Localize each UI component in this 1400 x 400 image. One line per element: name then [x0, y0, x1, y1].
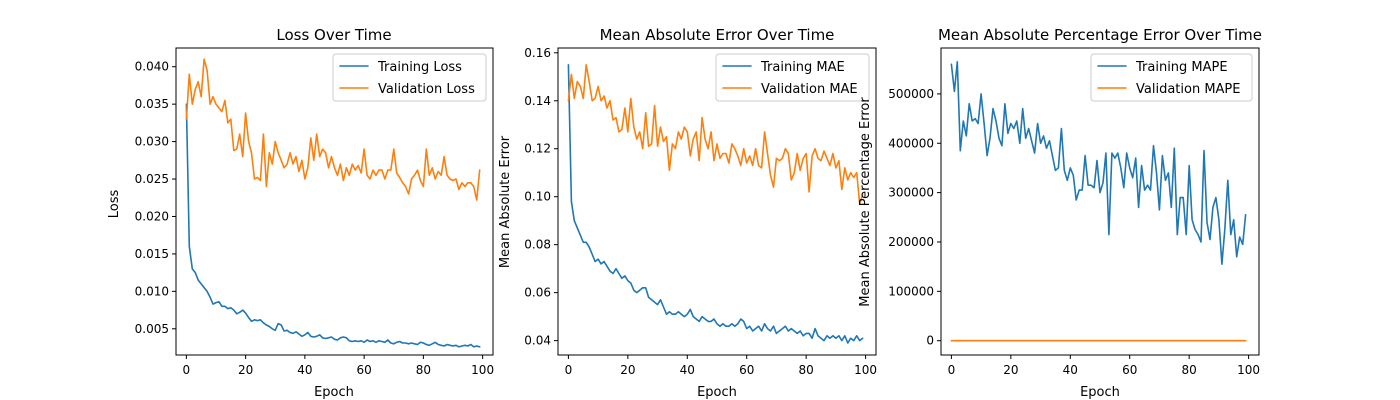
- y-tick-label: 0.06: [524, 286, 551, 300]
- x-tick-label: 80: [416, 363, 431, 377]
- y-tick-label: 0.14: [524, 94, 551, 108]
- y-tick-label: 0.030: [135, 135, 169, 149]
- x-tick-label: 0: [565, 363, 573, 377]
- x-tick-label: 60: [356, 363, 371, 377]
- x-tick-label: 20: [620, 363, 635, 377]
- x-axis-label: Epoch: [697, 385, 737, 400]
- x-tick-label: 0: [948, 363, 956, 377]
- x-tick-label: 40: [1063, 363, 1078, 377]
- x-tick-label: 20: [1003, 363, 1018, 377]
- x-tick-label: 40: [297, 363, 312, 377]
- legend-entry-training-mae: Training MAE: [760, 60, 845, 75]
- series-line-validation-mae: [567, 64, 864, 205]
- legend-entry-training-loss: Training Loss: [377, 60, 462, 75]
- chart-panel-mape: Mean Absolute Percentage Error Over Time…: [858, 26, 1262, 400]
- y-tick-label: 100000: [888, 284, 934, 298]
- y-tick-label: 0.015: [135, 247, 169, 261]
- chart-title: Loss Over Time: [276, 26, 391, 44]
- chart-title: Mean Absolute Error Over Time: [600, 26, 835, 44]
- y-axis-label: Mean Absolute Percentage Error: [858, 97, 873, 307]
- x-tick-label: 0: [183, 363, 191, 377]
- y-tick-label: 0.040: [135, 60, 169, 74]
- y-tick-label: 0.10: [524, 190, 551, 204]
- series-line-validation-loss: [185, 58, 481, 201]
- chart-title: Mean Absolute Percentage Error Over Time: [938, 26, 1262, 44]
- x-tick-label: 60: [739, 363, 754, 377]
- x-axis-label: Epoch: [1080, 385, 1120, 400]
- x-tick-label: 80: [1182, 363, 1197, 377]
- y-tick-label: 200000: [888, 235, 934, 249]
- legend-entry-validation-loss: Validation Loss: [378, 82, 475, 97]
- y-tick-label: 400000: [888, 136, 934, 150]
- x-tick-label: 60: [1122, 363, 1137, 377]
- chart-panel-mae: Mean Absolute Error Over Time Mean Absol…: [498, 26, 877, 400]
- y-tick-label: 300000: [888, 186, 934, 200]
- y-tick-label: 0.04: [524, 334, 551, 348]
- axes-frame: [557, 47, 877, 356]
- plot-area: [567, 64, 864, 344]
- y-tick-label: 0.12: [524, 142, 551, 156]
- axes-frame: [940, 47, 1260, 356]
- legend: Training Loss Validation Loss: [332, 53, 487, 102]
- legend-entry-training-mape: Training MAPE: [1135, 60, 1228, 75]
- legend-entry-validation-mae: Validation MAE: [761, 82, 858, 97]
- x-tick-label: 100: [1237, 363, 1260, 377]
- legend-box: [332, 53, 487, 102]
- chart-panel-loss: Loss Over Time Loss Epoch Training Loss …: [107, 26, 494, 400]
- legend-box: [715, 53, 870, 102]
- y-axis-label: Mean Absolute Error: [498, 135, 513, 268]
- x-tick-label: 100: [854, 363, 877, 377]
- x-tick-label: 20: [238, 363, 253, 377]
- x-tick-label: 80: [799, 363, 814, 377]
- y-tick-label: 0.025: [135, 172, 169, 186]
- legend-box: [1090, 53, 1253, 102]
- legend: Training MAPE Validation MAPE: [1090, 53, 1253, 102]
- y-tick-label: 0.020: [135, 209, 169, 223]
- y-tick-label: 0.005: [135, 322, 169, 336]
- x-tick-label: 100: [471, 363, 494, 377]
- y-tick-label: 500000: [888, 87, 934, 101]
- plot-area: [950, 61, 1247, 342]
- x-tick-label: 40: [680, 363, 695, 377]
- legend-entry-validation-mape: Validation MAPE: [1136, 82, 1241, 97]
- y-tick-label: 0.16: [524, 46, 551, 60]
- legend: Training MAE Validation MAE: [715, 53, 870, 102]
- y-tick-label: 0.035: [135, 97, 169, 111]
- series-line-training-loss: [185, 103, 481, 348]
- x-axis-label: Epoch: [314, 385, 354, 400]
- y-axis-label: Loss: [107, 190, 122, 219]
- y-tick-label: 0.010: [135, 284, 169, 298]
- series-line-training-mae: [567, 64, 864, 344]
- plot-area: [185, 58, 481, 348]
- y-tick-label: 0: [926, 334, 934, 348]
- axes-frame: [175, 47, 494, 356]
- y-tick-label: 0.08: [524, 238, 551, 252]
- series-line-training-mape: [950, 61, 1247, 265]
